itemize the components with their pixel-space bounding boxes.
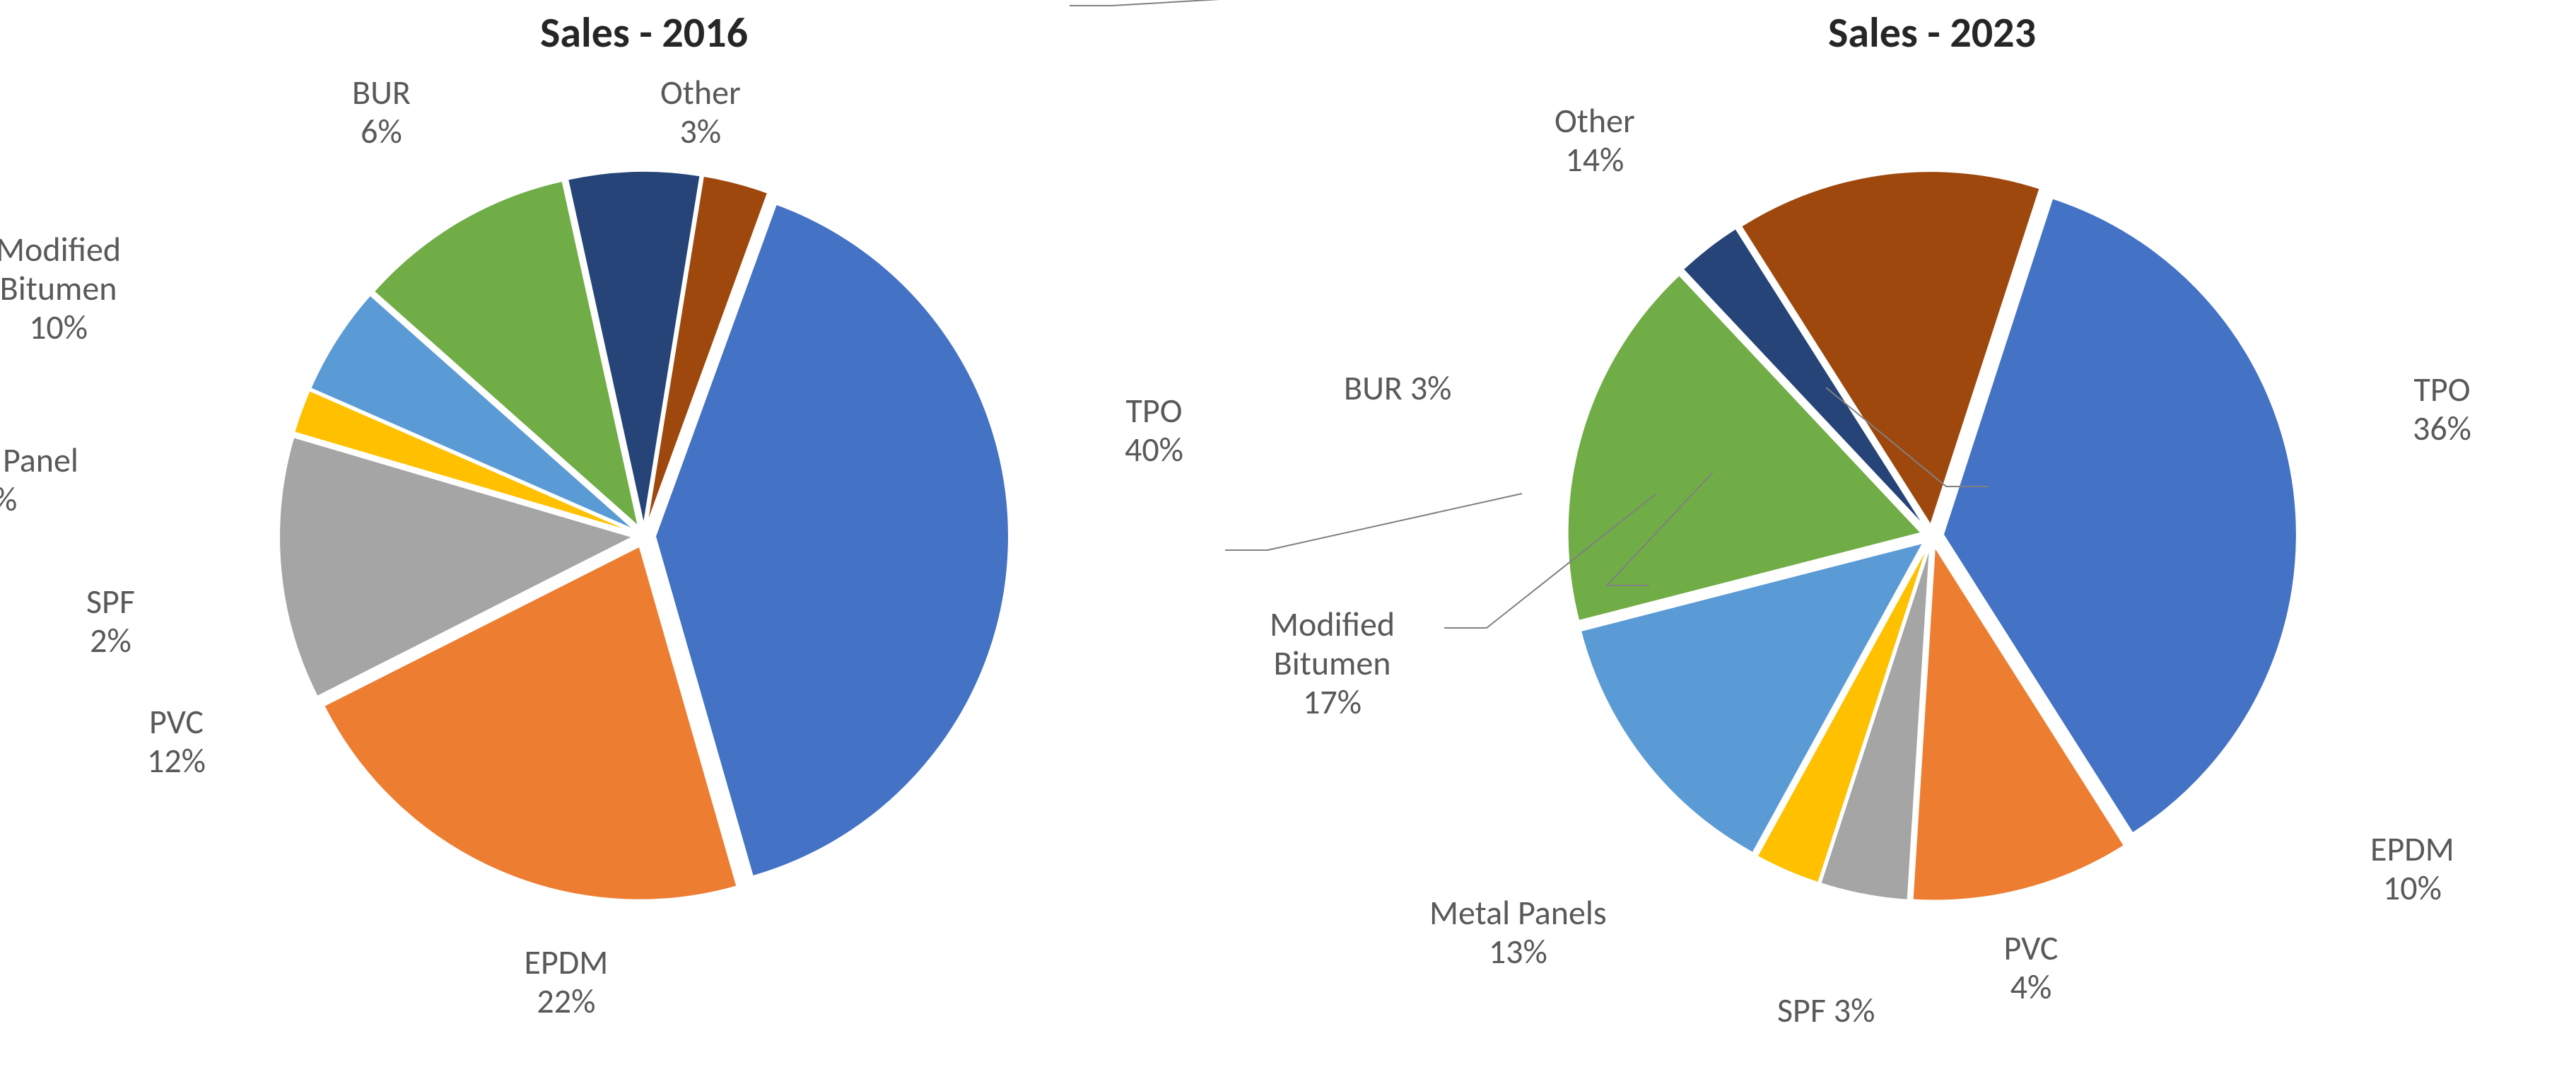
chart-panel-2023: Sales - 2023 TPO36%EPDM10%PVC4%SPF 3%Met… bbox=[1296, 0, 2568, 1072]
slice-label-tpo: TPO36% bbox=[2413, 370, 2471, 448]
slice-label-epdm: EPDM22% bbox=[525, 943, 609, 1020]
slice-label-spf: SPF2% bbox=[86, 582, 135, 660]
pie-2016: TPO40%EPDM22%PVC12%SPF2%Metal Panel5%Mod… bbox=[262, 154, 1026, 918]
slice-label-bur: BUR6% bbox=[352, 73, 411, 151]
slice-label-tpo: TPO40% bbox=[1125, 391, 1183, 469]
slice-label-modified-bitumen: ModifiedBitumen10% bbox=[0, 230, 121, 347]
slice-label-metal-panel: Metal Panel5% bbox=[0, 441, 78, 518]
chart-title-2023: Sales - 2023 bbox=[1828, 7, 2036, 59]
slice-label-pvc: PVC12% bbox=[147, 702, 206, 780]
slice-label-spf: SPF 3% bbox=[1777, 991, 1875, 1030]
slice-label-other: Other14% bbox=[1555, 101, 1635, 179]
pie-2023: TPO36%EPDM10%PVC4%SPF 3%Metal Panels13%M… bbox=[1550, 154, 2314, 918]
slice-label-modified-bitumen: ModifiedBitumen17% bbox=[1270, 605, 1395, 722]
page: Sales - 2016 TPO40%EPDM22%PVC12%SPF2%Met… bbox=[0, 0, 2576, 1072]
slice-label-epdm: EPDM10% bbox=[2370, 829, 2454, 907]
chart-panel-2016: Sales - 2016 TPO40%EPDM22%PVC12%SPF2%Met… bbox=[8, 0, 1280, 1072]
slice-label-metal-panels: Metal Panels13% bbox=[1429, 893, 1607, 971]
slice-label-other: Other3% bbox=[660, 73, 741, 151]
slice-label-pvc: PVC4% bbox=[2004, 928, 2059, 1006]
slice-label-bur: BUR 3% bbox=[1344, 368, 1451, 407]
chart-title-2016: Sales - 2016 bbox=[540, 7, 748, 59]
